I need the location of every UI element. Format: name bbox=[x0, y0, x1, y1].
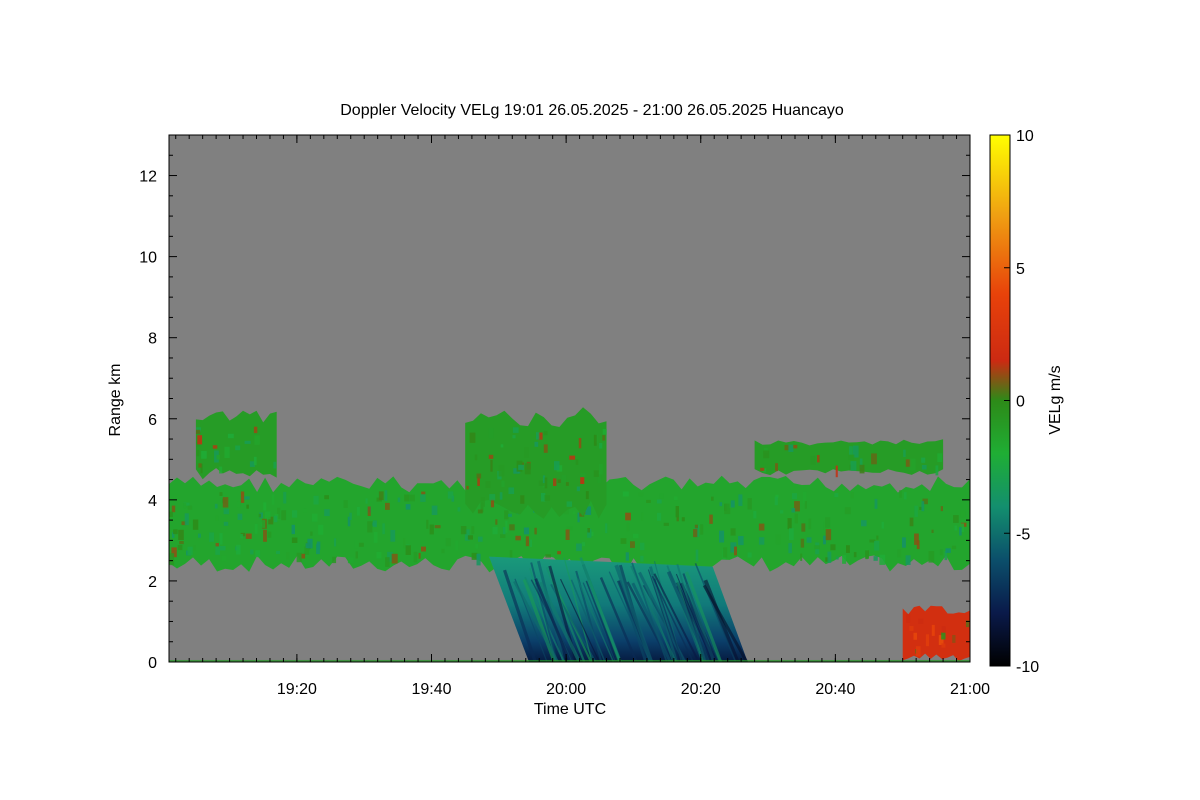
y-tick-label: 10 bbox=[139, 250, 157, 267]
cloud-upper-left-texture bbox=[196, 426, 277, 474]
y-tick-label: 0 bbox=[148, 655, 157, 672]
cloud-upper-left bbox=[195, 410, 277, 480]
cloud-upper-right-texture bbox=[760, 444, 943, 478]
y-tick-label: 4 bbox=[148, 493, 157, 510]
surface-updraft-texture bbox=[906, 614, 970, 657]
colorbar-tick-label: -10 bbox=[1016, 659, 1039, 676]
x-tick-label: 20:40 bbox=[815, 681, 855, 698]
precipitation-streaks bbox=[503, 557, 749, 662]
colorbar-tick-label: 0 bbox=[1016, 394, 1025, 411]
colorbar-tick-label: -5 bbox=[1016, 526, 1030, 543]
y-tick-label: 6 bbox=[148, 412, 157, 429]
convective-tower-texture bbox=[466, 427, 607, 508]
y-tick-label: 8 bbox=[148, 331, 157, 348]
axis-ticks: 19:20 19:40 20:00 20:20 20:40 21:00 0 2 4 6 8 10 12 bbox=[139, 135, 990, 698]
ground-echo bbox=[169, 659, 970, 662]
x-tick-label: 21:00 bbox=[950, 681, 990, 698]
y-tick-label: 2 bbox=[148, 574, 157, 591]
x-tick-label: 20:00 bbox=[546, 681, 586, 698]
y-axis-label: Range km bbox=[107, 364, 124, 437]
velocity-field bbox=[169, 407, 970, 662]
cloud-band-mid bbox=[169, 475, 970, 573]
convective-tower bbox=[465, 407, 607, 519]
x-axis-label: Time UTC bbox=[534, 701, 606, 718]
x-tick-label: 19:40 bbox=[411, 681, 451, 698]
colorbar-tick-label: 5 bbox=[1016, 261, 1025, 278]
colorbar-ticks: 10 5 0 -5 -10 bbox=[1004, 128, 1039, 676]
x-tick-label: 20:20 bbox=[681, 681, 721, 698]
x-tick-label: 19:20 bbox=[277, 681, 317, 698]
colorbar-tick-label: 10 bbox=[1016, 128, 1034, 145]
y-tick-label: 12 bbox=[139, 169, 157, 186]
colorbar-label: VELg m/s bbox=[1047, 365, 1064, 434]
surface-updraft bbox=[902, 605, 970, 662]
plot-area bbox=[169, 135, 970, 662]
chart-title: Doppler Velocity VELg 19:01 26.05.2025 -… bbox=[340, 102, 844, 119]
